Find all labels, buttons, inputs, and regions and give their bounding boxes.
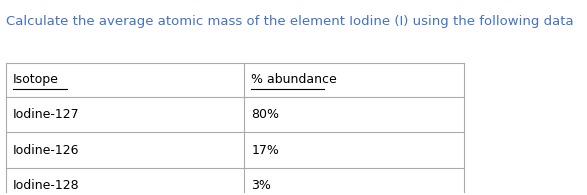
Text: 17%: 17% [251, 144, 279, 157]
Text: Iodine-127: Iodine-127 [13, 108, 80, 121]
Text: 80%: 80% [251, 108, 279, 121]
Text: Iodine-128: Iodine-128 [13, 179, 80, 192]
Text: Calculate the average atomic mass of the element Iodine (I) using the following : Calculate the average atomic mass of the… [6, 15, 573, 28]
Text: 3%: 3% [251, 179, 271, 192]
Text: % abundance: % abundance [251, 73, 337, 86]
Text: Iodine-126: Iodine-126 [13, 144, 80, 157]
Text: Isotope: Isotope [13, 73, 59, 86]
